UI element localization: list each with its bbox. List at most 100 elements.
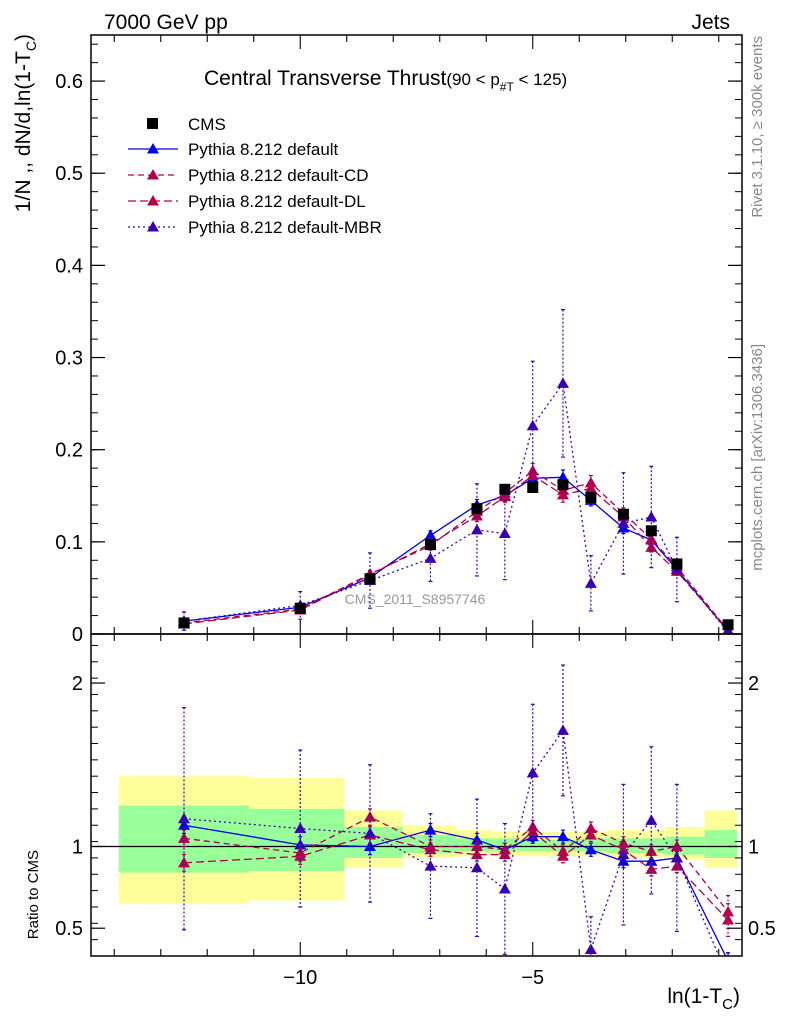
chart-title-range: (90 < p xyxy=(446,70,499,89)
ratio-point-1-0 xyxy=(178,832,190,843)
main-point-2-8 xyxy=(584,482,597,493)
ratio-band-green-8 xyxy=(576,838,608,852)
ratio-point-1-8 xyxy=(584,822,597,834)
ratio-point-3-12 xyxy=(722,971,734,982)
ratio-point-3-7 xyxy=(556,724,569,735)
cms-data-point-9 xyxy=(617,508,629,520)
ratio-point-2-5 xyxy=(498,848,511,860)
main-ytick-label-1: 0.1 xyxy=(55,532,83,554)
legend-label-3: Pythia 8.212 default-MBR xyxy=(188,218,382,237)
main-series-line-2 xyxy=(183,474,729,631)
main-y-axis-label: 1/N ,, dN/d,ln(1-TC) xyxy=(12,34,39,212)
legend-label-1: Pythia 8.212 default-CD xyxy=(188,166,369,185)
ratio-ytick-label-2: 2 xyxy=(72,673,83,695)
ratio-point-3-9 xyxy=(617,848,630,860)
x-axis-label: ln(1-TC) xyxy=(667,985,740,1013)
main-ytick-label-5: 0.5 xyxy=(55,163,83,185)
ratio-ytick-label-right-2: 2 xyxy=(748,673,759,695)
main-point-3-8 xyxy=(584,577,597,588)
ratio-point-1-12 xyxy=(722,905,735,917)
header-jets-label: Jets xyxy=(691,11,730,34)
ratio-point-2-8 xyxy=(584,829,597,840)
main-ytick-label-6: 0.6 xyxy=(55,71,83,93)
main-y-axis-label-tail: ) xyxy=(12,34,35,41)
ratio-point-3-2 xyxy=(364,827,376,838)
ratio-point-2-7 xyxy=(556,850,569,861)
legend-marker-cms xyxy=(147,118,158,129)
ratio-point-1-10 xyxy=(645,845,658,856)
cms-data-point-6 xyxy=(527,481,539,493)
ratio-point-0-7 xyxy=(556,830,569,842)
xtick-label-0: −10 xyxy=(283,967,317,989)
main-point-3-5 xyxy=(498,527,511,539)
ratio-plot-frame xyxy=(90,633,743,957)
ratio-point-0-3 xyxy=(424,824,437,835)
legend-entry-2: Pythia 8.212 default-DL xyxy=(128,192,366,211)
x-axis-label-tail: ) xyxy=(733,985,740,1008)
ratio-point-0-1 xyxy=(294,838,307,850)
ratio-point-3-6 xyxy=(526,766,539,778)
main-panel: 0 0.1 0.2 0.3 0.4 0.5 0.6 xyxy=(55,34,743,646)
legend-label-cms: CMS xyxy=(188,115,226,134)
ratio-point-3-8 xyxy=(584,943,597,954)
ratio-ytick-label-1: 1 xyxy=(72,836,83,858)
main-point-3-4 xyxy=(470,523,483,535)
main-point-3-9 xyxy=(617,517,630,528)
main-y-axis-label-text: 1/N ,, dN/d,ln(1-T xyxy=(12,51,35,212)
ratio-band-green-11 xyxy=(665,836,705,855)
ratio-panel: 0.5 0.5 1 1 2 2 −10 −5 xyxy=(55,633,776,989)
ratio-point-1-4 xyxy=(470,840,483,851)
legend-marker-0 xyxy=(147,143,159,154)
cms-data-point-7 xyxy=(557,479,569,491)
ratio-point-2-0 xyxy=(178,856,190,868)
xtick-label-1: −5 xyxy=(521,967,544,989)
legend-marker-1 xyxy=(147,169,159,180)
ratio-band-green-12 xyxy=(704,830,738,858)
main-point-3-3 xyxy=(424,552,437,563)
ratio-point-3-5 xyxy=(498,882,511,894)
main-series-line-0 xyxy=(183,476,729,632)
x-axis-label-text: ln(1-T xyxy=(667,985,722,1008)
ratio-point-2-3 xyxy=(424,843,437,855)
cms-data-point-11 xyxy=(671,558,683,570)
ratio-band-green-6 xyxy=(518,839,550,852)
main-series-2 xyxy=(178,467,734,634)
cms-data-point-3 xyxy=(424,539,436,551)
main-point-2-7 xyxy=(556,488,569,500)
legend-marker-3 xyxy=(147,221,159,232)
ratio-point-1-9 xyxy=(617,837,630,848)
x-axis-label-sub: C xyxy=(722,996,733,1013)
main-point-3-10 xyxy=(645,510,658,522)
ratio-point-3-11 xyxy=(670,851,683,863)
main-point-0-3 xyxy=(424,529,437,540)
ratio-point-3-4 xyxy=(470,861,483,873)
ratio-point-3-3 xyxy=(424,860,437,871)
legend-entry-0: Pythia 8.212 default xyxy=(128,140,339,159)
rivet-version-label: Rivet 3.1.10, ≥ 300k events xyxy=(749,36,766,218)
ratio-ytick-label-right-1: 1 xyxy=(748,836,759,858)
legend: CMS Pythia 8.212 default Pythia 8.212 def… xyxy=(128,115,382,237)
legend-label-2: Pythia 8.212 default-DL xyxy=(188,192,366,211)
ratio-ytick-label-0: 0.5 xyxy=(55,918,83,940)
legend-entry-cms: CMS xyxy=(147,115,226,134)
ratio-series-3 xyxy=(178,664,734,982)
cms-data-point-12 xyxy=(722,619,734,631)
chart-title: Central Transverse Thrust(90 < p#T < 125… xyxy=(204,67,567,94)
legend-marker-2 xyxy=(147,195,159,206)
main-series-0 xyxy=(178,469,734,634)
main-ytick-label-3: 0.3 xyxy=(55,348,83,370)
ratio-band-green-1 xyxy=(249,808,345,872)
ratio-point-3-1 xyxy=(294,822,307,834)
cms-data-point-10 xyxy=(645,525,657,537)
ratio-band-green-2 xyxy=(344,826,403,858)
cms-data-point-5 xyxy=(499,483,511,495)
main-ytick-label-0: 0 xyxy=(72,624,83,646)
legend-label-0: Pythia 8.212 default xyxy=(188,140,339,159)
cms-data-point-1 xyxy=(294,602,306,614)
main-point-3-6 xyxy=(526,419,539,431)
ratio-point-0-8 xyxy=(584,843,597,855)
cms-data-point-8 xyxy=(585,492,597,504)
ratio-point-1-2 xyxy=(364,811,376,822)
chart-title-tail: < 125) xyxy=(514,70,567,89)
